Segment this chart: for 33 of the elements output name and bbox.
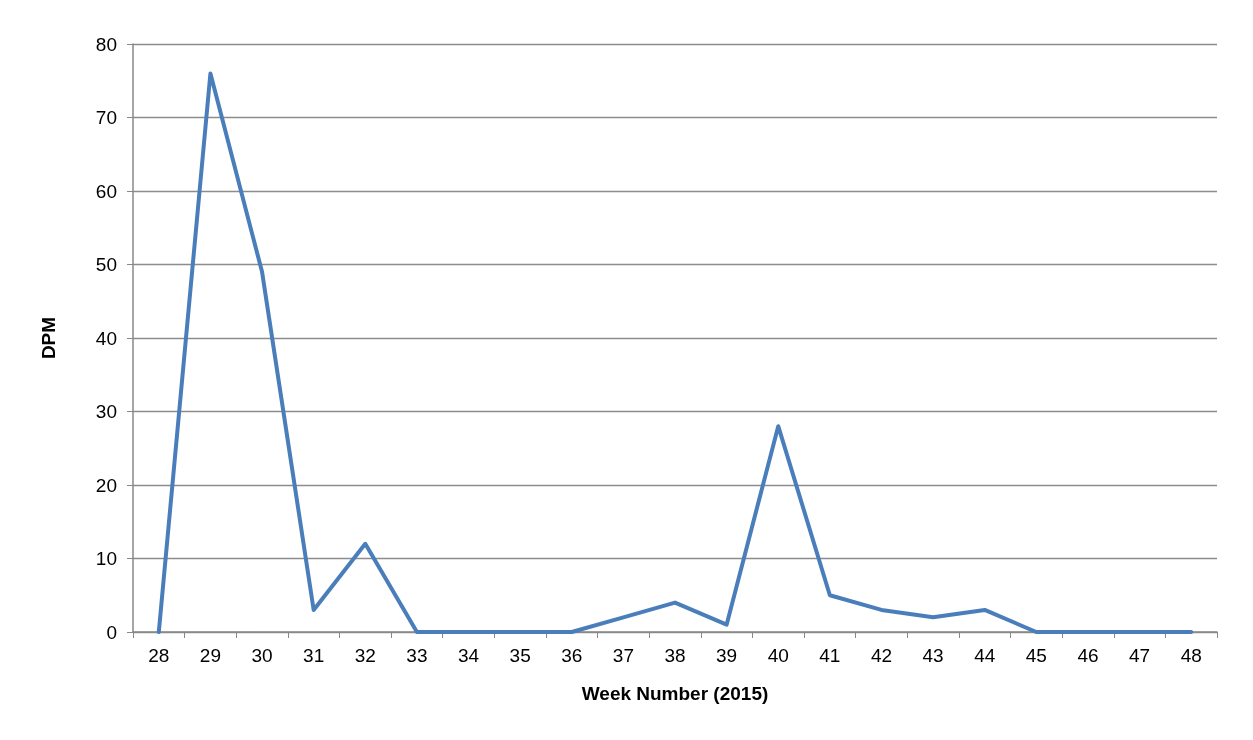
x-tick-label: 42 (870, 645, 893, 666)
x-tick-label: 48 (1180, 645, 1202, 666)
x-tick-label: 43 (922, 645, 944, 666)
y-tick-label: 0 (106, 621, 117, 643)
x-tick-label: 29 (199, 645, 221, 666)
x-tick-label: 30 (251, 645, 273, 666)
x-tick-label: 40 (767, 645, 789, 666)
y-tick-label: 20 (95, 474, 117, 496)
x-tick-label: 44 (974, 645, 996, 666)
x-tick-label: 35 (509, 645, 531, 666)
y-tick-label: 40 (95, 327, 117, 349)
x-tick-label: 31 (303, 645, 325, 666)
x-tick-label: 32 (354, 645, 376, 666)
x-tick-label: 34 (457, 645, 480, 666)
x-tick-label: 38 (664, 645, 686, 666)
y-axis-title: DPM (38, 316, 59, 360)
x-tick-label: 46 (1077, 645, 1099, 666)
x-tick-label: 37 (612, 645, 634, 666)
y-tick-label: 50 (95, 254, 117, 275)
x-tick-label: 33 (406, 645, 428, 666)
y-tick-label: 10 (95, 548, 117, 569)
line-series (156, 71, 1194, 634)
x-tick-label: 36 (561, 645, 583, 666)
y-tick-label: 60 (95, 180, 117, 202)
x-tick-label: 28 (148, 645, 170, 666)
x-axis-title: Week Number (2015) (581, 683, 769, 704)
x-tick-label: 41 (819, 645, 841, 666)
y-tick-label: 70 (95, 107, 117, 128)
x-tick-label: 39 (716, 645, 738, 666)
x-tick-label: 47 (1129, 645, 1151, 666)
x-tick-label: 45 (1025, 645, 1047, 666)
y-tick-label: 30 (95, 401, 117, 422)
y-tick-label: 80 (95, 33, 117, 55)
